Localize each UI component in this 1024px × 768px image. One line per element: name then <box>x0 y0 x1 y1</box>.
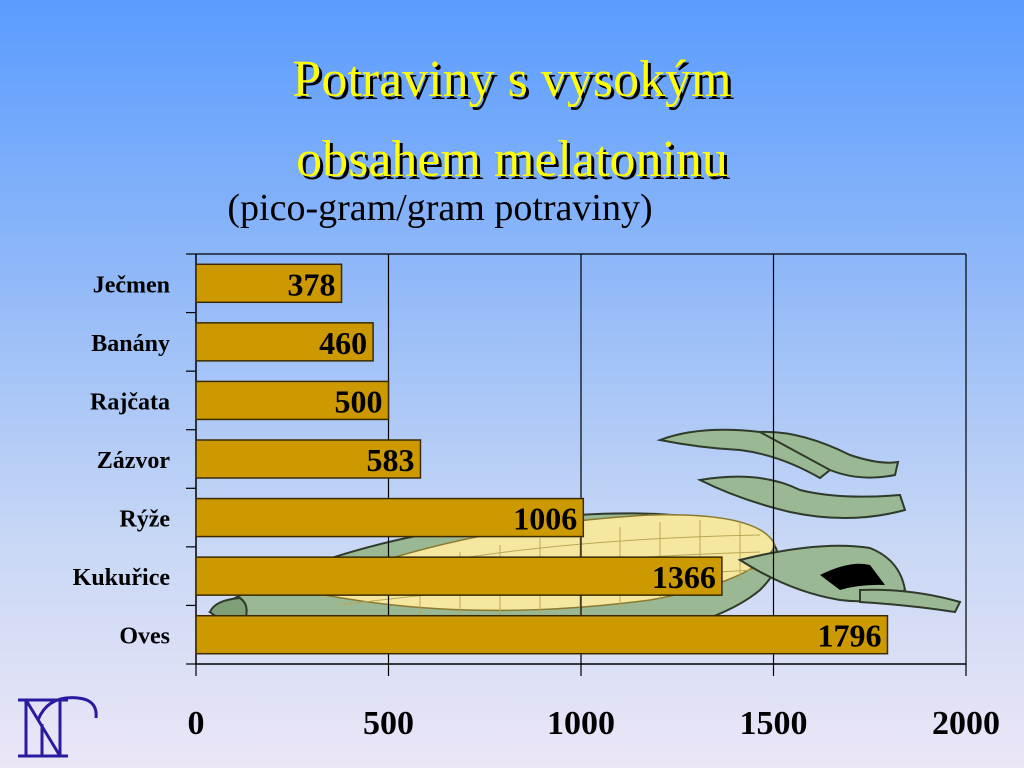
x-tick-label: 2000 <box>932 705 1000 742</box>
data-label: 1006 <box>513 501 577 537</box>
x-tick-label: 1500 <box>740 705 808 742</box>
data-label: 460 <box>319 325 367 361</box>
slide-title-line2: obsahem melatoninu <box>296 131 728 188</box>
bar <box>195 322 374 362</box>
category-label: Zázvor <box>97 448 171 474</box>
x-tick-label: 0 <box>188 705 205 742</box>
category-label: Rýže <box>119 507 170 533</box>
category-label: Oves <box>119 624 170 650</box>
bar <box>195 439 422 479</box>
bar <box>195 497 585 538</box>
chart-subtitle: (pico-gram/gram potraviny) <box>227 187 653 229</box>
category-label: Rajčata <box>90 389 170 415</box>
plot-area: 0 500 1000 1500 2000 378 Ječmen 460 Banány 500 Raj… <box>73 253 1000 742</box>
bar <box>195 380 390 421</box>
data-label: 583 <box>366 442 414 478</box>
bar <box>195 614 889 655</box>
data-label: 500 <box>335 383 383 419</box>
x-tick-label: 500 <box>363 705 414 742</box>
x-tick-label: 1000 <box>547 705 615 742</box>
data-label: 1796 <box>817 618 881 654</box>
logo-icon <box>18 696 98 758</box>
slide-title-line1: Potraviny s vysokým <box>292 51 732 108</box>
data-label: 1366 <box>652 559 716 595</box>
bar <box>195 263 343 304</box>
category-label: Ječmen <box>93 272 170 298</box>
bar <box>195 556 723 596</box>
category-label: Kukuřice <box>73 565 171 591</box>
category-label: Banány <box>91 331 170 357</box>
data-label: 378 <box>288 266 336 302</box>
